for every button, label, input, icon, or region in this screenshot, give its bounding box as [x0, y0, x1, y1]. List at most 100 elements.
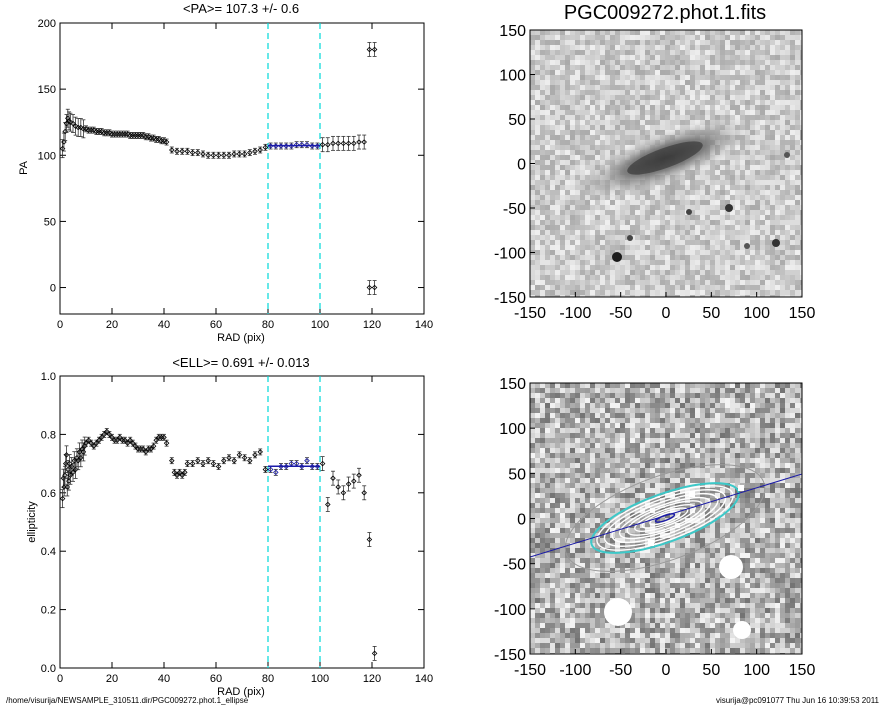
- pa-data-point: [210, 152, 217, 159]
- pa-x-tick-label: 100: [311, 319, 329, 331]
- img-bottom-x-tick-label: -150: [514, 662, 546, 679]
- pa-data-point: [231, 151, 237, 157]
- pa-x-tick-label: 120: [363, 319, 381, 331]
- img-top-x-tick-label: 50: [702, 305, 720, 322]
- pa-data-point: [124, 131, 131, 137]
- img-top-x-tick-label: 0: [662, 305, 671, 322]
- pa-data-point: [330, 140, 336, 147]
- pa-data-point: [366, 284, 373, 291]
- pa-direction-line: [530, 473, 802, 558]
- img-bottom-x-tick-label: 50: [702, 662, 720, 679]
- img-bottom-y-tick-label: 0: [517, 512, 526, 529]
- ell-data-point: [71, 457, 78, 464]
- ell-data-point: [124, 440, 131, 446]
- ell-data-point: [150, 443, 157, 449]
- ell-x-tick-label: 80: [262, 673, 274, 685]
- ell-data-point: [304, 457, 310, 464]
- ell-data-point: [148, 446, 154, 452]
- ell-data-point: [62, 460, 69, 467]
- ell-x-tick-label: 60: [210, 673, 222, 685]
- ell-data-point: [262, 466, 269, 473]
- ell-x-axis-label: RAD (pix): [217, 686, 265, 698]
- ell-data-point: [252, 452, 258, 458]
- img-bottom-y-tick-label: -50: [503, 557, 526, 574]
- pa-data-point: [325, 141, 331, 148]
- pa-data-point: [319, 141, 326, 148]
- pa-data-point: [252, 148, 258, 155]
- pa-data-point: [226, 152, 232, 159]
- ell-data-point: [169, 457, 175, 464]
- pa-data-point: [78, 124, 84, 131]
- ell-data-point: [200, 460, 206, 467]
- ell-data-point: [340, 490, 347, 496]
- pa-x-tick-label: 20: [106, 319, 118, 331]
- pa-data-point: [98, 128, 105, 135]
- pa-data-point: [247, 149, 253, 156]
- ell-data-point: [88, 440, 94, 446]
- ell-data-point: [366, 536, 373, 543]
- img-top-y-tick-label: 150: [499, 23, 526, 40]
- img-bottom-x-tick-label: 0: [662, 662, 671, 679]
- img-bottom-x-tick-label: 100: [743, 662, 770, 679]
- galaxy-image-contours: -150 -100 -50 0 50 100 150 150 100 50 0 -50 -100 -150: [494, 376, 815, 679]
- image-title: PGC009272.phot.1.fits: [564, 2, 766, 24]
- pa-data-point: [174, 148, 180, 155]
- img-top-y-tick-label: -100: [494, 246, 526, 263]
- ell-data-point: [132, 443, 139, 449]
- ell-data-point: [351, 478, 357, 484]
- ell-data-point: [179, 472, 185, 479]
- ell-data-point: [161, 434, 167, 441]
- ell-data-point: [210, 460, 217, 467]
- ell-y-tick-label: 0.8: [41, 429, 56, 441]
- ell-data-point: [117, 434, 123, 441]
- pa-chart: <PA>= 107.3 +/- 0.6 0 20 40 60 80 100 120 140 0 5…: [18, 1, 433, 344]
- img-bottom-y-tick-label: 150: [499, 376, 526, 393]
- pa-data-point: [361, 139, 367, 145]
- ell-data-point: [109, 434, 115, 441]
- ell-data-point: [96, 437, 102, 444]
- img-top-y-tick-label: 50: [508, 112, 526, 129]
- pa-data-point: [371, 284, 378, 291]
- ell-data-point: [361, 490, 367, 496]
- pa-data-point: [345, 140, 352, 147]
- pa-data-point: [156, 136, 162, 143]
- footer-user-date: visurija@pc091077 Thu Jun 16 10:39:53 20…: [715, 696, 879, 705]
- ell-data-point: [98, 434, 105, 441]
- ell-data-point: [91, 443, 97, 449]
- pa-data-point: [371, 46, 378, 53]
- img-top-x-tick-label: -50: [609, 305, 632, 322]
- ell-data-point: [63, 452, 70, 458]
- ell-data-point: [163, 440, 170, 446]
- img-top-x-tick-label: -150: [514, 305, 546, 322]
- pa-y-tick-label: 100: [38, 150, 56, 162]
- ell-data-point: [70, 469, 76, 476]
- ell-data-point: [106, 431, 113, 438]
- ell-data-point: [174, 472, 180, 479]
- pa-data-point: [262, 144, 269, 151]
- ell-data-point: [153, 437, 159, 444]
- pa-data-point: [241, 151, 248, 157]
- pa-data-point: [205, 152, 211, 159]
- pa-y-axis-label: PA: [18, 160, 30, 175]
- pa-data-point: [140, 132, 146, 139]
- ell-y-tick-label: 0.4: [41, 546, 56, 558]
- ell-x-tick-label: 40: [158, 673, 170, 685]
- pa-data-point: [70, 120, 76, 127]
- pa-data-point: [169, 147, 175, 153]
- pa-plot-frame: [59, 22, 425, 315]
- ellipticity-chart: <ELL>= 0.691 +/- 0.013 0 20 40 60 80 100 120 14…: [26, 355, 433, 698]
- ell-data-point: [182, 469, 188, 476]
- pa-data-point: [299, 141, 305, 148]
- pa-data-point: [106, 130, 113, 136]
- img-top-y-tick-label: -150: [494, 290, 526, 307]
- img-top-y-tick-label: 0: [517, 157, 526, 174]
- pa-data-point: [150, 135, 157, 141]
- ell-data-point: [93, 440, 100, 446]
- pa-data-point: [257, 147, 263, 153]
- ell-x-tick-label: 140: [415, 673, 433, 685]
- ell-data-point: [273, 469, 279, 476]
- pa-data-point: [351, 140, 357, 147]
- img-bottom-y-tick-label: 100: [499, 421, 526, 438]
- pa-data-point: [83, 126, 89, 132]
